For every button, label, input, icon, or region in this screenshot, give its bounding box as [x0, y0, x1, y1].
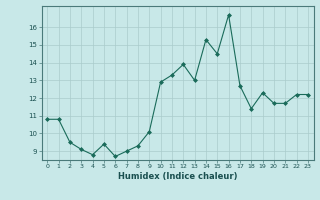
- X-axis label: Humidex (Indice chaleur): Humidex (Indice chaleur): [118, 172, 237, 181]
